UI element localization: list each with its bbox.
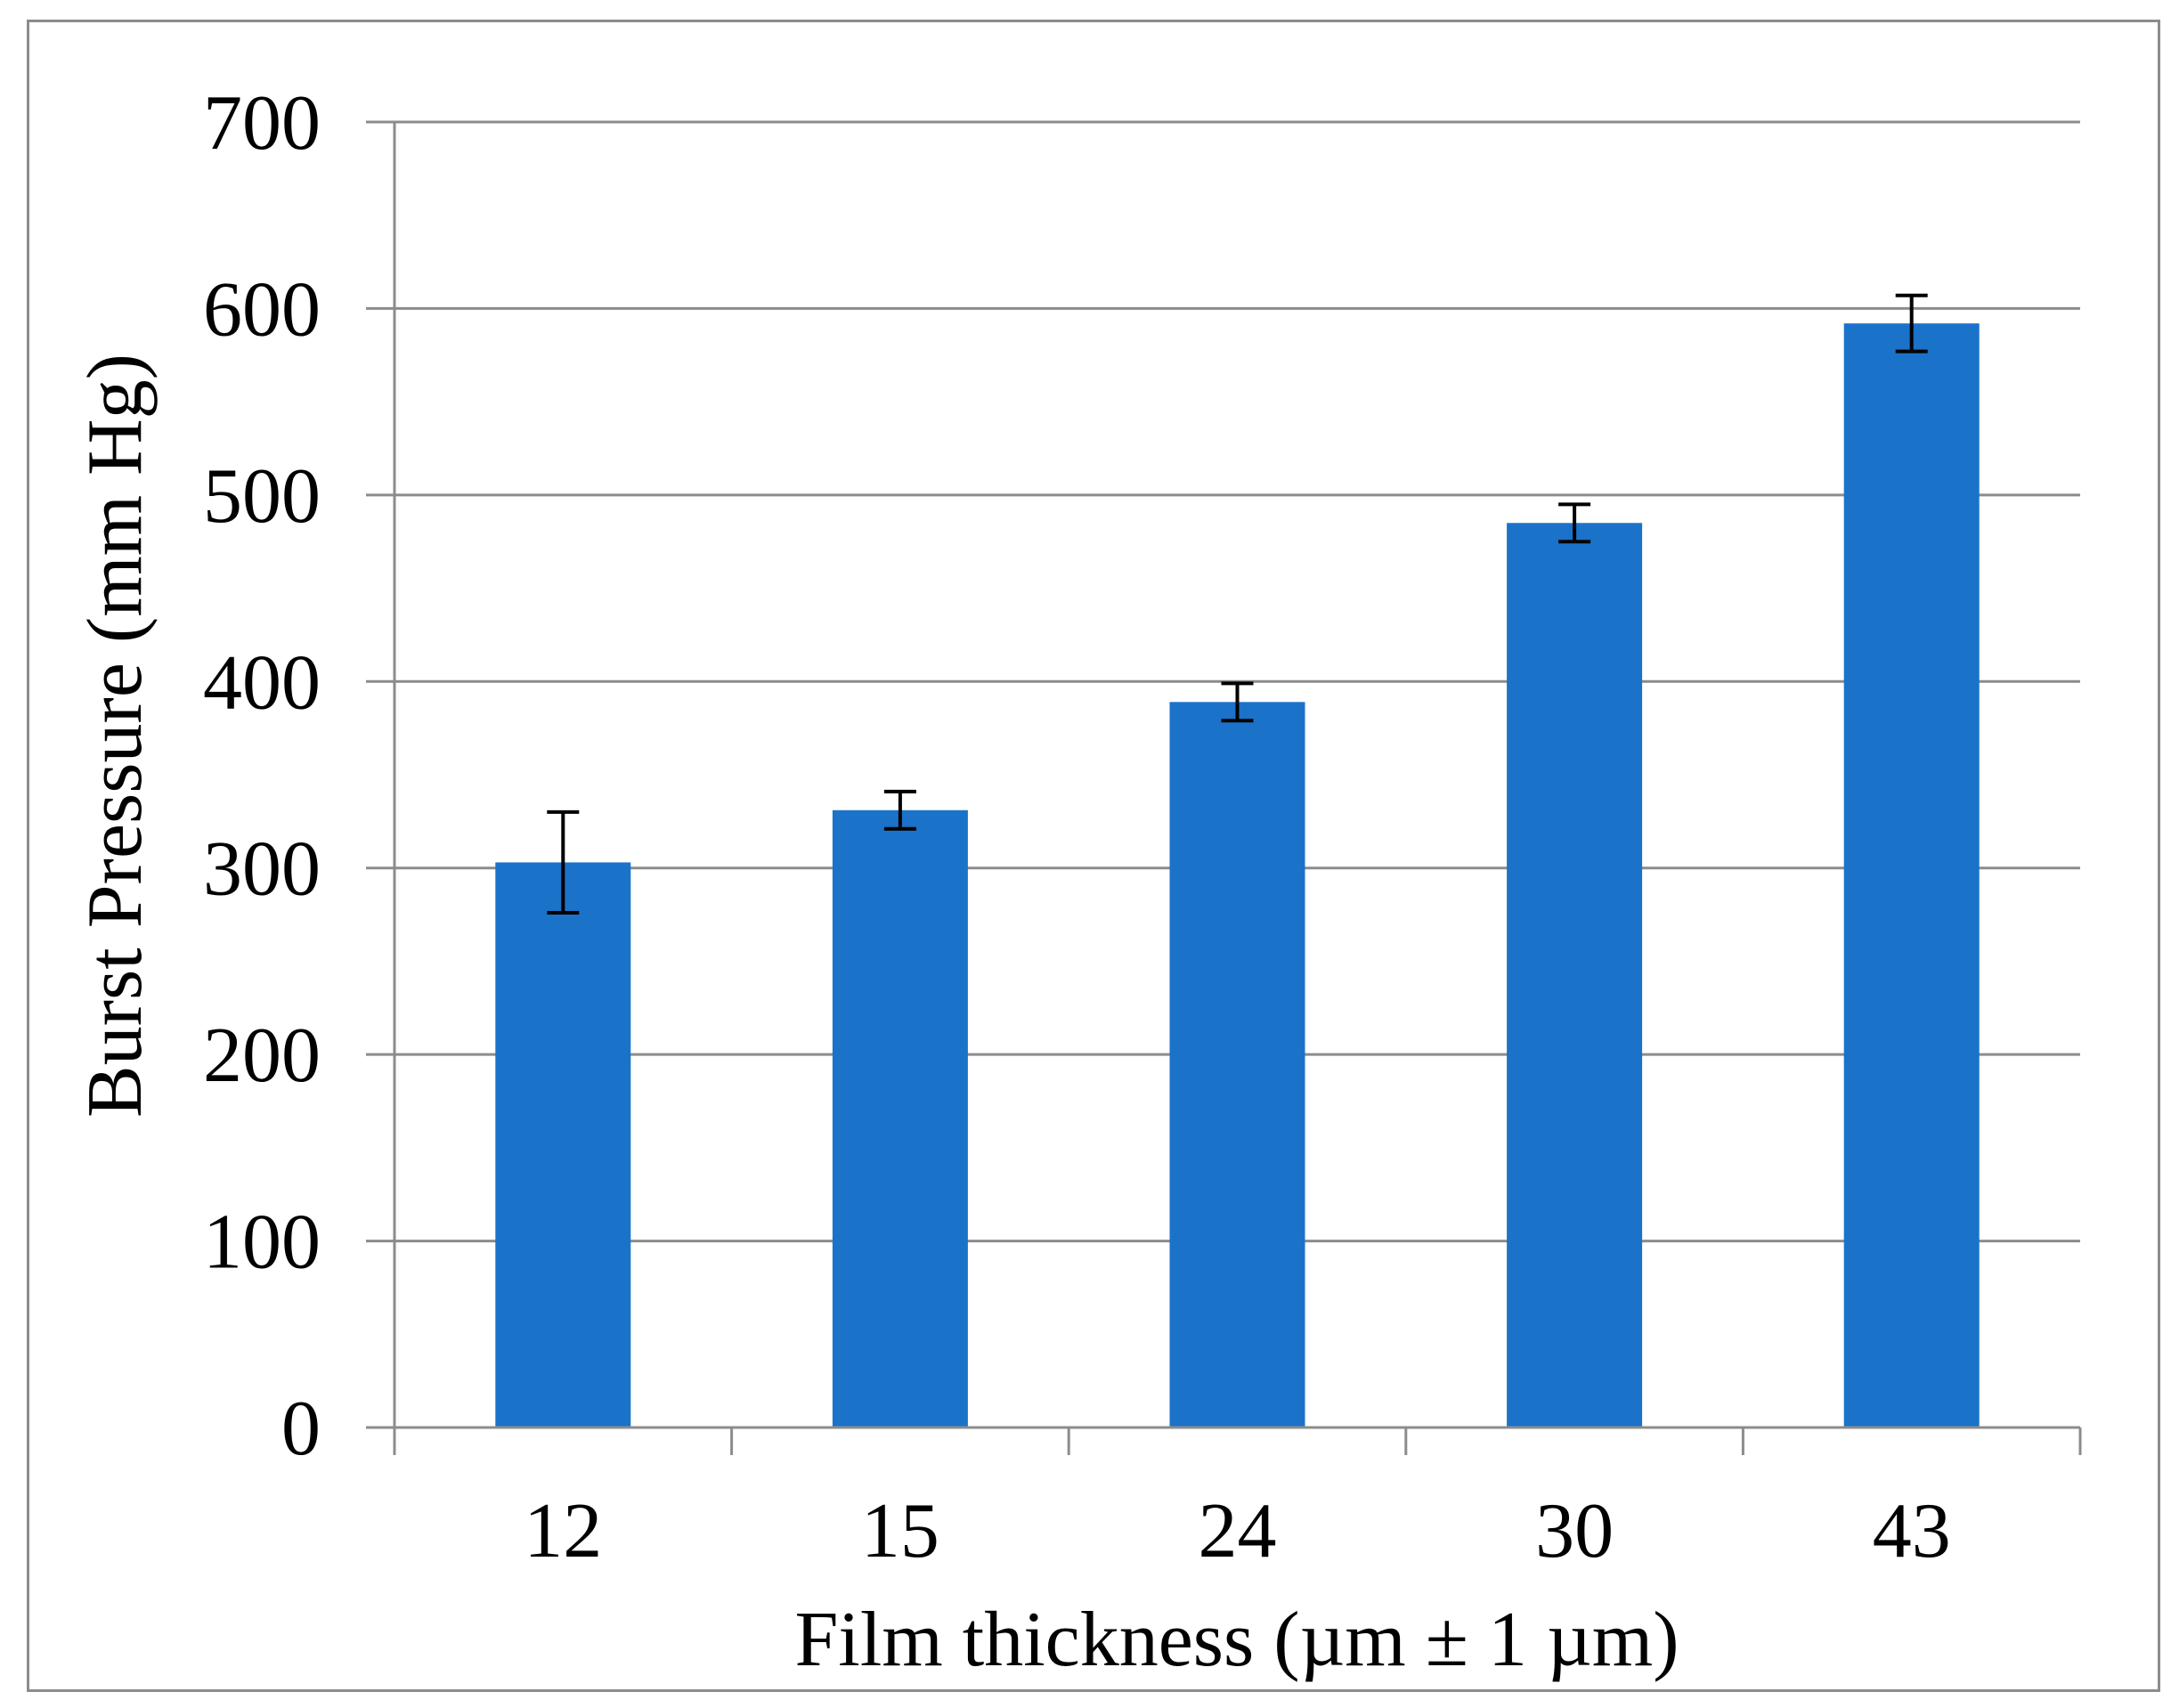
chart-frame [27, 20, 2160, 1692]
x-tick-label-43: 43 [1873, 1488, 1951, 1574]
error-bar-15 [883, 789, 916, 831]
y-tick-label-600: 600 [203, 266, 321, 353]
error-bar-12 [547, 809, 580, 915]
x-tick-label-15: 15 [861, 1488, 939, 1574]
bar-15 [832, 809, 968, 1427]
y-tick-label-100: 100 [203, 1200, 321, 1286]
y-tick-label-0: 0 [281, 1386, 321, 1472]
x-tick-label-12: 12 [524, 1488, 602, 1574]
y-tick-label-200: 200 [203, 1013, 321, 1099]
y-tick-label-700: 700 [203, 80, 321, 167]
gridlines [366, 120, 2080, 1243]
x-axis-tick-labels: 12 15 24 30 43 [524, 1488, 1950, 1574]
y-axis-tick-labels: 0 100 200 300 400 500 600 700 [203, 80, 321, 1472]
x-tick-label-30: 30 [1535, 1488, 1614, 1574]
error-bars [547, 293, 1928, 915]
y-axis-title: Burst Pressure (mm Hg) [72, 354, 159, 1118]
error-bar-43 [1895, 293, 1928, 354]
error-bar-24 [1221, 681, 1254, 723]
y-tick-label-300: 300 [203, 826, 321, 913]
bar-30 [1507, 523, 1643, 1427]
error-bar-30 [1558, 502, 1591, 544]
x-axis-title: Film thickness (µm ± 1 µm) [794, 1597, 1679, 1683]
bars [495, 323, 1980, 1427]
bar-12 [495, 862, 631, 1427]
bar-24 [1169, 702, 1305, 1427]
x-tick-label-24: 24 [1199, 1488, 1277, 1574]
y-tick-label-400: 400 [203, 639, 321, 726]
bar-43 [1843, 323, 1980, 1427]
y-tick-label-500: 500 [203, 453, 321, 540]
x-axis [366, 122, 2082, 1455]
